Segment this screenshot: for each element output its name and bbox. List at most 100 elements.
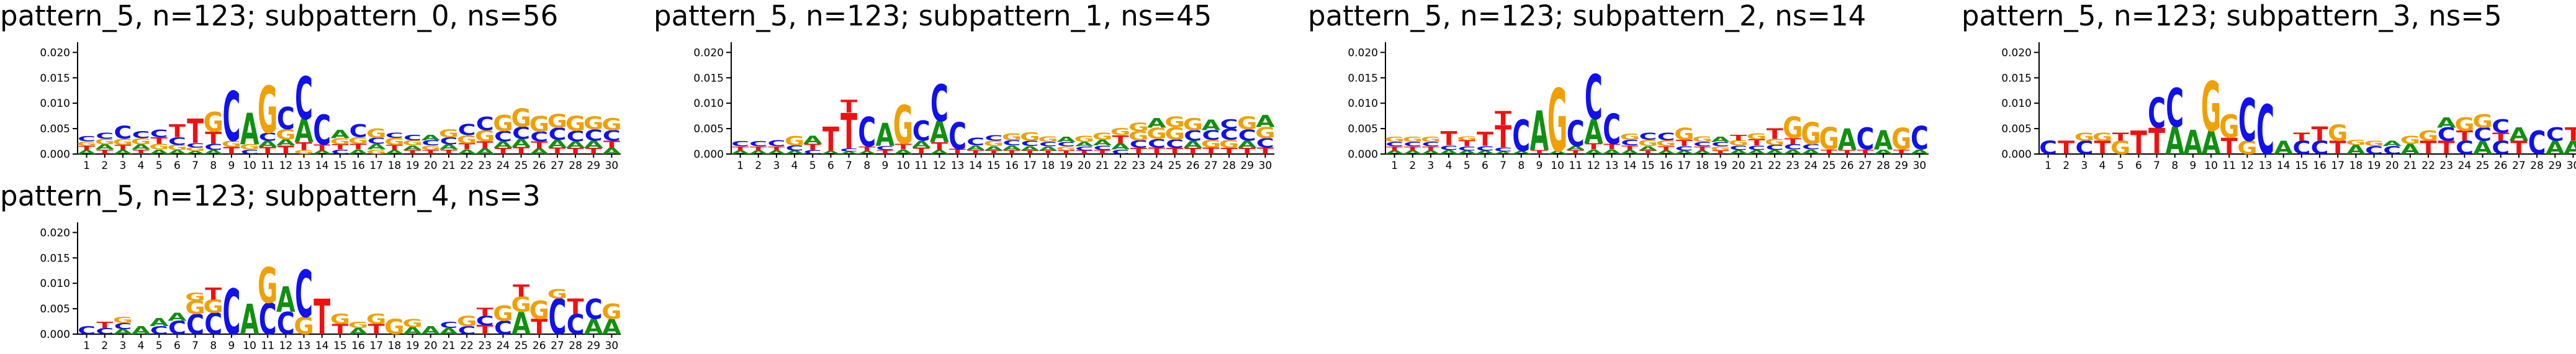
logo-letter-T: T [1459,138,1475,148]
logo-letter-G: G [1146,124,1166,142]
logo-letter-T: T [368,321,385,338]
logo-letter-A: A [1111,142,1130,152]
logo-letter-T: T [967,149,984,156]
logo-letter-A: A [77,149,96,156]
x-tick-label: 2 [2063,160,2069,172]
logo-letter-A: A [114,328,133,336]
logo-letter-T: T [1676,138,1693,148]
x-tick-label: 21 [2403,160,2417,172]
logo-letter-T: T [1712,150,1729,155]
logo-letter-T: T [78,145,96,152]
logo-panel-subpattern-1: pattern_5, n=123; subpattern_1, ns=45 0.… [654,0,1287,174]
logo-letter-C: C [295,258,313,332]
logo-letter-A: A [294,112,313,150]
x-tick-label: 17 [1023,160,1037,172]
x-tick-label: 8 [863,160,870,172]
x-tick-label: 11 [261,340,274,352]
x-tick-label: 10 [896,160,910,172]
logo-letter-A: A [767,150,786,155]
logo-letter-G: G [1674,124,1694,143]
x-tick-label: 24 [497,160,510,172]
x-tick-label: 12 [279,160,293,172]
logo-letter-T: T [549,146,566,157]
logo-letter-T: T [1767,125,1783,143]
logo-letter-T: T [1495,107,1512,130]
logo-letter-T: T [1893,148,1910,156]
logo-letter-C: C [2438,125,2456,146]
logo-letter-A: A [1020,145,1040,152]
logo-letter-C: C [767,138,785,148]
logo-letter-C: C [530,130,548,145]
logo-letter-G: G [366,127,386,141]
logo-letter-C: C [1021,139,1039,147]
logo-letter-G: G [1710,145,1730,152]
logo-letter-A: A [258,139,277,149]
logo-letter-T: T [223,145,240,157]
logo-letter-C: C [1421,140,1439,148]
logo-letter-A: A [566,140,585,150]
logo-letter-T: T [531,315,547,339]
x-tick-label: 25 [1822,160,1836,172]
chart-title: pattern_5, n=123; subpattern_0, ns=56 [0,0,559,32]
logo-letter-C: C [403,134,421,142]
logo-letter-C: C [439,135,457,147]
y-tick-label: 0.020 [1348,47,1378,59]
logo-letter-C: C [1675,145,1693,152]
logo-letter-A: A [1530,99,1549,163]
x-tick-label: 28 [569,340,582,352]
x-tick-label: 7 [192,160,199,172]
logo-letter-G: G [330,311,350,328]
logo-letter-C: C [439,320,457,330]
logo-letter-T: T [1112,134,1129,146]
x-tick-label: 22 [1114,160,1127,172]
y-tick-label: 0.020 [40,47,70,59]
logo-letter-T: T [96,148,113,156]
logo-letter-G: G [601,115,621,134]
y-tick-label: 0.015 [40,252,70,265]
logo-letter-A: A [114,149,133,156]
logo-letter-C: C [241,148,259,156]
logo-letter-G: G [1783,112,1803,145]
y-tick-label: 0.005 [40,303,70,315]
logo-letter-T: T [477,323,494,337]
logo-letter-C: C [421,139,439,147]
logo-letter-A: A [803,134,822,147]
logo-letter-A: A [276,138,295,148]
logo-letter-G: G [204,297,223,318]
logo-letter-T: T [1441,128,1458,150]
x-tick-label: 3 [120,160,127,172]
x-tick-label: 9 [228,160,235,172]
logo-letter-T: T [567,294,584,319]
logo-letter-A: A [1457,150,1477,155]
logo-letter-T: T [1495,119,1511,155]
logo-letter-G: G [1729,139,1749,147]
logo-letter-G: G [294,313,313,340]
x-tick-label: 12 [1587,160,1601,172]
logo-letter-A: A [602,147,621,157]
logo-letter-C: C [1711,140,1729,148]
logo-letter-A: A [1421,150,1441,155]
logo-letter-T: T [169,122,186,142]
y-tick-label: 0.020 [40,227,70,239]
x-tick-label: 14 [315,340,329,352]
logo-letter-C: C [313,106,331,155]
x-tick-label: 15 [2295,160,2308,172]
logo-letter-A: A [1602,148,1622,156]
y-tick-label: 0.005 [1348,123,1378,135]
x-tick-label: 23 [1786,160,1799,172]
logo-letter-C: C [168,318,186,339]
logo-letter-C: C [2528,124,2546,162]
x-tick-label: 22 [460,340,474,352]
logo-letter-A: A [168,149,187,156]
x-tick-label: 19 [2367,160,2381,172]
logo-letter-G: G [2472,111,2492,132]
x-tick-label: 30 [1259,160,1272,172]
x-tick-label: 18 [1042,160,1055,172]
logo-letter-C: C [2311,138,2329,159]
x-tick-label: 28 [569,160,582,172]
logo-letter-G: G [475,127,495,145]
logo-letter-C: C [567,309,585,341]
x-tick-label: 26 [2494,160,2508,172]
logo-letter-A: A [150,148,169,156]
